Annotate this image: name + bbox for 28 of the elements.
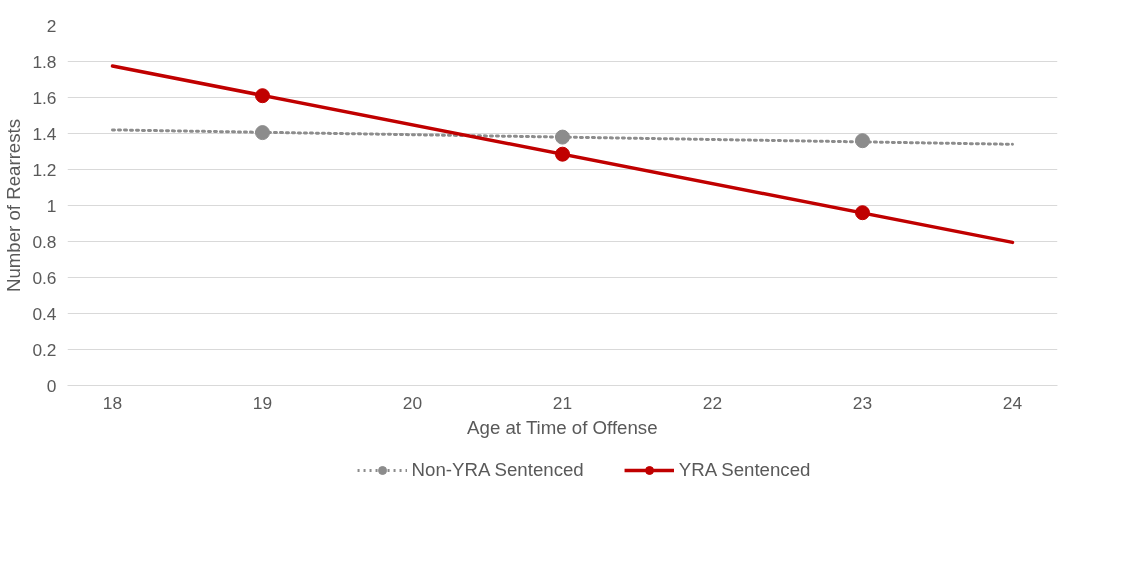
point — [855, 205, 870, 221]
x-axis-title: Age at Time of Offense — [467, 416, 658, 438]
point — [555, 129, 570, 145]
x-tick-label: 23 — [852, 392, 873, 413]
y-tick-label: 0.8 — [32, 231, 57, 252]
x-tick-label: 20 — [402, 392, 423, 413]
y-tick-label: 1.8 — [32, 51, 57, 72]
legend-label: Non-YRA Sentenced — [411, 459, 584, 481]
y-tick-label: 0.2 — [32, 339, 57, 360]
x-tick-label: 22 — [702, 392, 723, 413]
y-tick-label: 0.6 — [32, 267, 57, 288]
y-tick-label: 1.2 — [32, 159, 57, 180]
x-tick-label: 18 — [102, 392, 123, 413]
x-tick-label: 19 — [252, 392, 273, 413]
y-tick-label: 1 — [46, 195, 57, 216]
point — [255, 125, 270, 141]
x-tick-label: 21 — [552, 392, 573, 413]
point — [255, 88, 270, 104]
x-tick-label: 24 — [1002, 392, 1023, 413]
point — [855, 133, 870, 149]
y-axis-title: Number of Rearrests — [3, 118, 25, 293]
y-tick-label: 0.4 — [32, 303, 57, 324]
y-tick-label: 1.4 — [32, 123, 57, 144]
y-tick-label: 2 — [46, 15, 57, 36]
y-tick-label: 0 — [46, 375, 57, 396]
legend-label: YRA Sentenced — [678, 459, 811, 481]
point — [555, 146, 570, 162]
y-tick-label: 1.6 — [32, 87, 57, 108]
